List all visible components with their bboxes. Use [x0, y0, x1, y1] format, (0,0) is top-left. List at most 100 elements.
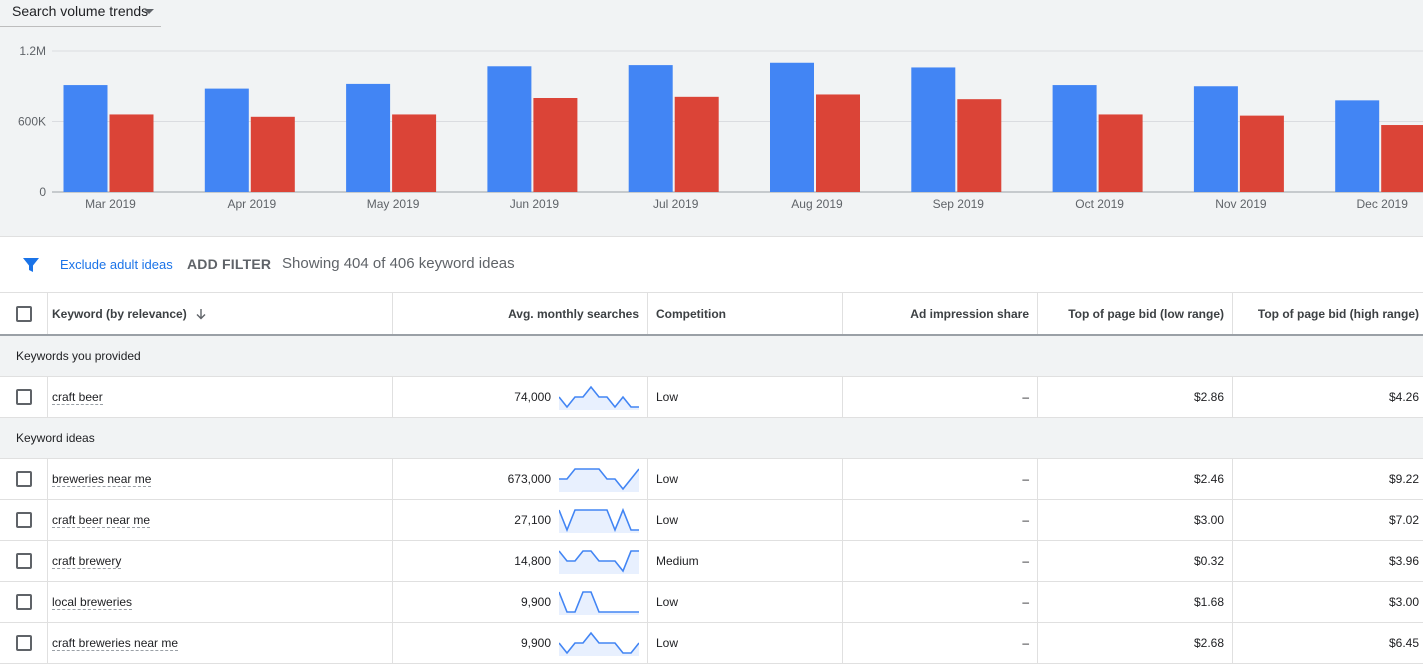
dropdown-label: Search volume trends	[12, 3, 149, 19]
row-checkbox-cell	[0, 377, 48, 417]
avg-searches-value: 673,000	[507, 472, 551, 486]
avg-searches-cell: 9,900	[393, 582, 648, 622]
header-bid-low[interactable]: Top of page bid (low range)	[1038, 293, 1233, 334]
trend-sparkline	[559, 550, 639, 574]
row-checkbox-cell	[0, 623, 48, 663]
sparkline-line	[559, 385, 639, 409]
bar	[1381, 125, 1423, 192]
sparkline-area	[559, 592, 639, 615]
keyword-text[interactable]: breweries near me	[52, 471, 152, 487]
row-checkbox-cell	[0, 582, 48, 622]
sparkline-line	[559, 550, 639, 573]
bar	[1335, 100, 1380, 192]
avg-searches-cell: 9,900	[393, 623, 648, 663]
keyword-cell: local breweries	[48, 582, 393, 622]
header-keyword-label: Keyword (by relevance)	[52, 306, 187, 321]
keyword-cell: breweries near me	[48, 459, 393, 499]
bar	[628, 65, 673, 192]
keyword-text[interactable]: craft breweries near me	[52, 635, 179, 651]
x-tick-label: Sep 2019	[933, 197, 985, 211]
row-checkbox-cell	[0, 500, 48, 540]
table-row[interactable]: craft brewery 14,800 Medium – $0.32 $3.9…	[0, 541, 1423, 582]
table-row[interactable]: local breweries 9,900 Low – $1.68 $3.00	[0, 582, 1423, 623]
arrow-down-icon[interactable]	[195, 308, 207, 320]
competition-cell: Medium	[648, 541, 843, 581]
table-row[interactable]: craft beer near me 27,100 Low – $3.00 $7…	[0, 500, 1423, 541]
header-keyword[interactable]: Keyword (by relevance)	[48, 293, 393, 334]
bid-low-cell: $0.32	[1038, 541, 1233, 581]
avg-searches-cell: 27,100	[393, 500, 648, 540]
trend-sparkline	[559, 468, 639, 492]
row-checkbox[interactable]	[15, 635, 32, 651]
filter-icon[interactable]	[22, 256, 40, 274]
bar	[1193, 86, 1238, 192]
search-volume-chart: Search volume trends 0 600K 1.2M Mar 2019 Ap…	[0, 0, 1423, 237]
row-checkbox[interactable]	[15, 512, 32, 528]
header-ad-impression-share[interactable]: Ad impression share	[843, 293, 1038, 334]
avg-searches-value: 27,100	[514, 513, 551, 527]
sparkline-line	[559, 468, 639, 491]
header-checkbox-cell	[0, 293, 48, 334]
row-checkbox[interactable]	[15, 594, 32, 610]
filter-bar: Exclude adult ideas ADD FILTER Showing 4…	[0, 237, 1423, 292]
x-tick-label: May 2019	[367, 197, 420, 211]
keyword-text[interactable]: craft brewery	[52, 553, 122, 569]
bar	[1052, 85, 1097, 192]
bar	[911, 67, 956, 192]
select-all-checkbox[interactable]	[15, 305, 32, 322]
keyword-cell: craft beer near me	[48, 500, 393, 540]
sparkline-area	[559, 510, 639, 533]
impression-share-cell: –	[843, 623, 1038, 663]
keyword-cell: craft breweries near me	[48, 623, 393, 663]
table-row[interactable]: craft breweries near me 9,900 Low – $2.6…	[0, 623, 1423, 664]
x-tick-label: Mar 2019	[85, 197, 136, 211]
bid-low-cell: $2.46	[1038, 459, 1233, 499]
trend-sparkline	[559, 591, 639, 615]
trend-sparkline	[559, 507, 639, 533]
keyword-text[interactable]: craft beer near me	[52, 512, 151, 528]
x-tick-label: Dec 2019	[1357, 197, 1409, 211]
row-checkbox[interactable]	[15, 389, 32, 405]
avg-searches-cell: 14,800	[393, 541, 648, 581]
impression-share-cell: –	[843, 459, 1038, 499]
bar	[770, 62, 814, 192]
impression-share-cell: –	[843, 500, 1038, 540]
x-tick-label: Aug 2019	[791, 197, 843, 211]
header-avg-monthly-searches[interactable]: Avg. monthly searches	[393, 293, 648, 334]
x-tick-label: Jul 2019	[653, 197, 699, 211]
table-row[interactable]: craft beer 74,000 Low – $2.86 $4.26	[0, 377, 1423, 418]
sparkline-area	[559, 469, 639, 492]
search-volume-trends-dropdown[interactable]: Search volume trends	[0, 0, 161, 27]
bar	[674, 96, 719, 192]
bid-high-cell: $6.45	[1388, 636, 1419, 650]
group-row-ideas: Keyword ideas	[0, 418, 1423, 459]
header-bid-high[interactable]: Top of page bid (high range)	[1257, 306, 1419, 321]
bid-high-cell: $3.96	[1388, 554, 1419, 568]
exclude-adult-ideas-link[interactable]: Exclude adult ideas	[60, 257, 173, 272]
bid-high-cell: $4.26	[1388, 390, 1419, 404]
row-checkbox[interactable]	[15, 553, 32, 569]
avg-searches-value: 9,900	[520, 595, 551, 609]
header-competition[interactable]: Competition	[648, 293, 843, 334]
keyword-text[interactable]: craft beer	[52, 389, 103, 405]
keyword-text[interactable]: local breweries	[52, 594, 133, 610]
bar	[487, 66, 532, 192]
y-tick-label: 0	[39, 185, 46, 199]
bar	[957, 99, 1002, 192]
bid-low-cell: $2.86	[1038, 377, 1233, 417]
results-count-text: Showing 404 of 406 keyword ideas	[282, 255, 515, 272]
add-filter-button[interactable]: ADD FILTER	[187, 256, 272, 272]
x-tick-label: Jun 2019	[510, 197, 560, 211]
sparkline-line	[559, 507, 639, 533]
sparkline-area	[559, 633, 639, 656]
row-checkbox[interactable]	[15, 471, 32, 487]
keyword-cell: craft brewery	[48, 541, 393, 581]
avg-searches-value: 14,800	[514, 554, 551, 568]
row-checkbox-cell	[0, 459, 48, 499]
bar	[250, 116, 295, 192]
table-row[interactable]: breweries near me 673,000 Low – $2.46 $9…	[0, 459, 1423, 500]
avg-searches-cell: 74,000	[393, 377, 648, 417]
competition-cell: Low	[648, 500, 843, 540]
bar	[63, 85, 108, 192]
bar	[392, 114, 437, 192]
